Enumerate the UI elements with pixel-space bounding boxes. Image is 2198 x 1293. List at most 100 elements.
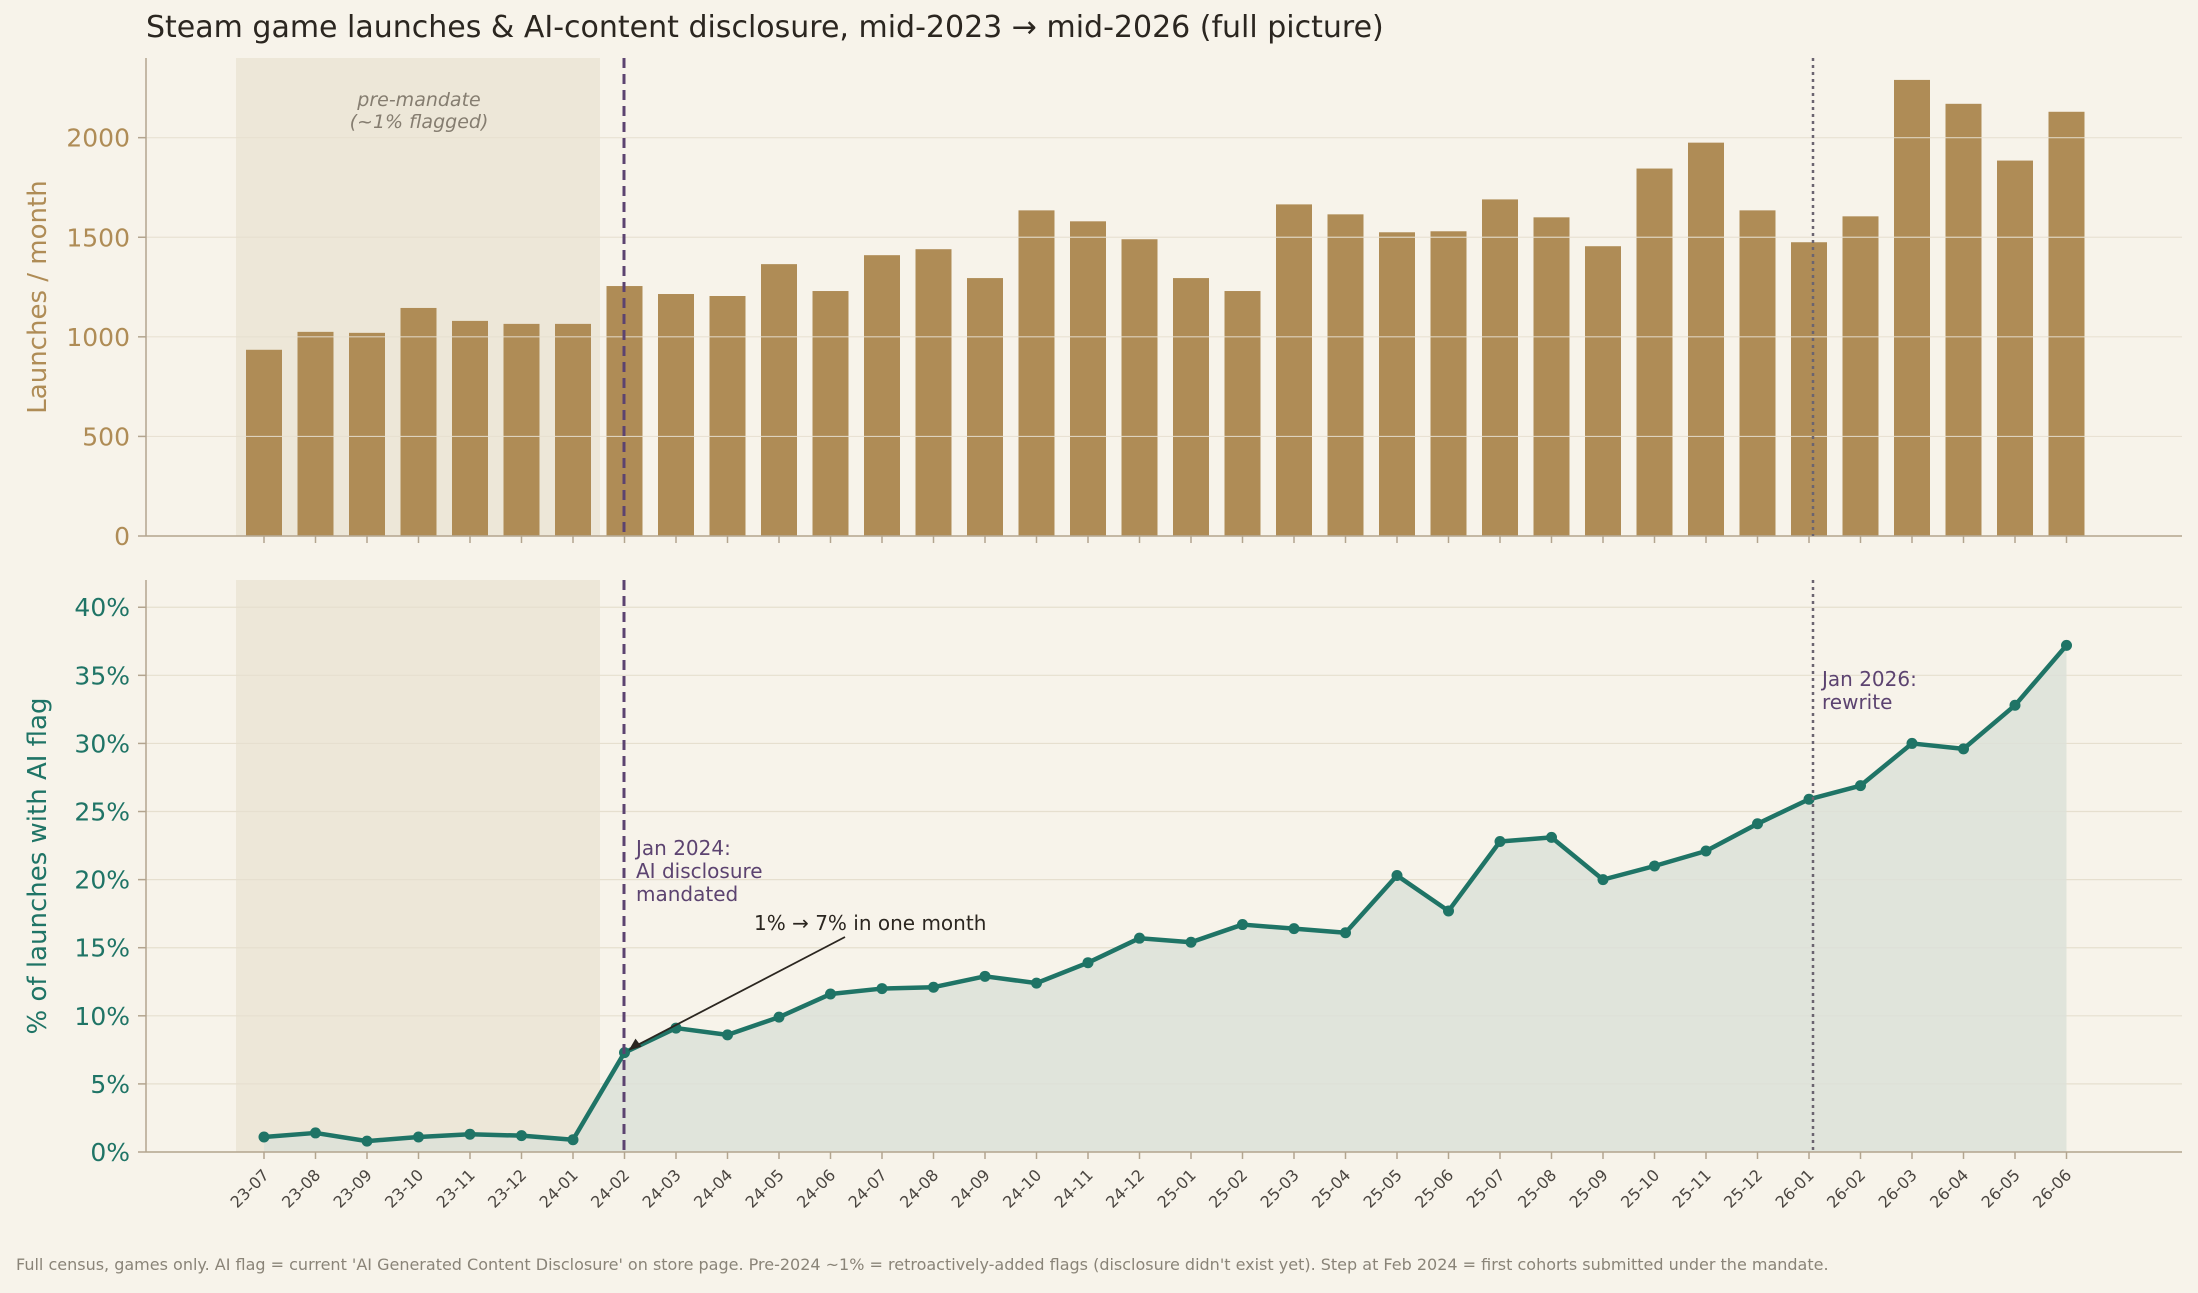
bar-25-10 — [1636, 168, 1673, 536]
xtick-label: 25-03 — [1257, 1165, 1303, 1211]
xtick-label: 24-05 — [742, 1165, 788, 1211]
xtick-label: 25-08 — [1514, 1165, 1560, 1211]
xtick-label: 23-08 — [278, 1165, 324, 1211]
bar-24-09 — [967, 278, 1003, 536]
point-23-09 — [361, 1135, 373, 1147]
xtick-label: 23-12 — [484, 1165, 530, 1211]
point-23-11 — [464, 1128, 476, 1140]
xtick-label: 26-04 — [1926, 1165, 1972, 1211]
point-24-03 — [670, 1022, 682, 1034]
ai-flag-area — [264, 645, 2067, 1152]
mandate-annotation: Jan 2024: — [634, 836, 731, 860]
rewrite-annotation: Jan 2026: — [1820, 667, 1917, 691]
point-26-02 — [1855, 780, 1866, 792]
point-24-06 — [825, 988, 836, 1000]
bar-25-05 — [1379, 232, 1415, 537]
xtick-label: 25-06 — [1411, 1165, 1457, 1211]
xtick-label: 25-02 — [1205, 1165, 1251, 1211]
bar-23-11 — [452, 320, 488, 536]
point-25-06 — [1443, 905, 1454, 917]
bar-25-07 — [1482, 199, 1518, 537]
point-23-08 — [310, 1127, 321, 1139]
bar-24-10 — [1018, 210, 1055, 537]
xtick-label: 24-11 — [1051, 1165, 1097, 1211]
bar-25-03 — [1276, 204, 1312, 536]
chart-title: Steam game launches & AI-content disclos… — [146, 10, 1384, 45]
premandate-label: (~1% flagged) — [350, 111, 489, 133]
xtick-label: 23-11 — [433, 1165, 479, 1211]
xtick-label: 26-03 — [1875, 1165, 1921, 1211]
bar-25-06 — [1430, 231, 1467, 536]
ytick-label: 1000 — [66, 323, 130, 352]
ytick-label: 25% — [74, 798, 130, 827]
point-24-05 — [773, 1011, 785, 1023]
bar-25-09 — [1585, 246, 1621, 536]
bar-24-03 — [658, 294, 694, 536]
bar-26-02 — [1842, 216, 1879, 536]
bar-24-05 — [761, 264, 797, 536]
point-23-10 — [413, 1131, 424, 1143]
point-26-04 — [1958, 743, 1969, 755]
point-25-03 — [1288, 923, 1300, 935]
y-axis-label: Launches / month — [23, 180, 53, 413]
bar-25-08 — [1533, 217, 1570, 537]
point-25-09 — [1597, 874, 1609, 886]
xtick-label: 24-06 — [793, 1165, 839, 1211]
point-25-01 — [1185, 936, 1197, 948]
step-annotation: 1% → 7% in one month — [754, 911, 986, 935]
xtick-label: 23-09 — [330, 1165, 376, 1211]
point-24-08 — [928, 981, 939, 993]
point-24-09 — [979, 970, 991, 982]
point-24-10 — [1031, 977, 1042, 989]
point-24-04 — [722, 1029, 733, 1041]
bar-24-01 — [555, 323, 591, 536]
xtick-label: 24-09 — [948, 1165, 994, 1211]
point-26-01 — [1803, 793, 1815, 805]
xtick-label: 25-11 — [1669, 1165, 1715, 1211]
bar-24-11 — [1070, 221, 1106, 537]
ai-flag-line — [263, 643, 2069, 1144]
ytick-label: 20% — [74, 866, 130, 895]
xtick-label: 26-02 — [1823, 1165, 1869, 1211]
xtick-label: 25-10 — [1617, 1165, 1663, 1211]
point-25-12 — [1752, 818, 1763, 830]
ytick-label: 10% — [74, 1002, 130, 1031]
point-24-11 — [1082, 957, 1094, 969]
step-arrowhead — [628, 1038, 642, 1051]
ytick-label: 0% — [90, 1138, 130, 1167]
ai-flag-panel: 0% 5% 10% 15% 20% 25% 30% 35% 40% 23-07 23-08 23-09… — [23, 580, 2182, 1212]
point-25-11 — [1700, 845, 1712, 857]
bar-23-12 — [503, 323, 540, 536]
point-23-12 — [516, 1130, 527, 1142]
bar-26-04 — [1945, 103, 1982, 536]
premandate-label: pre-mandate — [356, 89, 480, 111]
xtick-label: 24-04 — [690, 1165, 736, 1211]
bar-23-09 — [349, 332, 385, 536]
ytick-label: 35% — [74, 661, 130, 690]
ytick-label: 1500 — [66, 223, 130, 252]
bar-25-02 — [1224, 291, 1261, 536]
bar-25-11 — [1688, 142, 1724, 537]
xtick-label: 25-09 — [1566, 1165, 1612, 1211]
bar-26-05 — [1997, 160, 2033, 536]
xtick-label: 25-01 — [1154, 1165, 1200, 1211]
bar-25-04 — [1327, 214, 1364, 537]
footnote: Full census, games only. AI flag = curre… — [16, 1255, 1829, 1274]
xtick-label: 26-01 — [1772, 1165, 1818, 1211]
point-26-06 — [2061, 639, 2072, 651]
xtick-label: 23-07 — [227, 1165, 273, 1211]
bar-24-04 — [709, 296, 746, 536]
mandate-annotation: AI disclosure — [636, 859, 763, 883]
bar-25-12 — [1739, 210, 1776, 537]
bar-23-07 — [246, 349, 282, 536]
point-24-12 — [1134, 932, 1145, 944]
ytick-label: 0 — [114, 522, 130, 551]
premandate-band — [236, 580, 600, 1152]
point-25-02 — [1237, 919, 1248, 931]
point-26-05 — [2009, 699, 2021, 711]
point-24-01 — [567, 1134, 579, 1146]
point-23-07 — [258, 1131, 270, 1143]
ytick-label: 40% — [74, 593, 130, 622]
bar-23-08 — [297, 331, 334, 536]
xtick-label: 25-04 — [1308, 1165, 1354, 1211]
